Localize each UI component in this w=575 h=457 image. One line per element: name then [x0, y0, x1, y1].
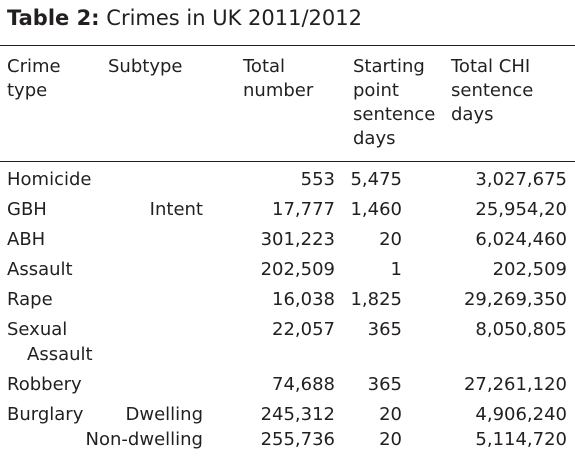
crime-type-cell: Homicide [7, 169, 92, 190]
total-number-cell: 202,509 [260, 259, 335, 280]
total-chi-cell: 29,269,350 [463, 289, 567, 310]
header-line: sentence [353, 104, 436, 125]
starting-point-cell: 20 [379, 404, 402, 425]
header-line: type [7, 80, 48, 101]
starting-point-cell: 1,825 [350, 289, 402, 310]
header-total-chi: Total CHI sentence days [451, 55, 533, 127]
total-chi-cell: 6,024,460 [475, 229, 567, 250]
starting-point-cell: 1 [390, 259, 402, 280]
subtype-cell: Non-dwelling [85, 429, 203, 450]
header-line: point [353, 80, 399, 101]
header-line: Starting [353, 56, 425, 77]
crime-type-cell: Sexual [7, 319, 68, 340]
total-chi-cell: 5,114,720 [475, 429, 567, 450]
crime-type-cell: Robbery [7, 374, 82, 395]
crime-type-cell: ABH [7, 229, 46, 250]
subtype-cell: Intent [149, 199, 203, 220]
total-chi-cell: 27,261,120 [463, 374, 567, 395]
crime-type-cell: Assault [27, 344, 93, 365]
header-subtype: Subtype [108, 55, 182, 79]
header-line: Total [243, 56, 286, 77]
starting-point-cell: 20 [379, 229, 402, 250]
total-number-cell: 16,038 [272, 289, 335, 310]
header-rule [0, 161, 575, 162]
crime-type-cell: Rape [7, 289, 53, 310]
starting-point-cell: 5,475 [350, 169, 402, 190]
total-number-cell: 255,736 [260, 429, 335, 450]
header-total-number: Total number [243, 55, 313, 103]
top-rule [0, 45, 575, 46]
header-line: Crime [7, 56, 61, 77]
crime-type-cell: GBH [7, 199, 47, 220]
crime-type-cell: Assault [7, 259, 73, 280]
total-number-cell: 553 [300, 169, 335, 190]
total-number-cell: 301,223 [260, 229, 335, 250]
total-chi-cell: 25,954,20 [475, 199, 567, 220]
table-caption: Table 2: Crimes in UK 2011/2012 [7, 4, 362, 32]
starting-point-cell: 20 [379, 429, 402, 450]
header-crime-type: Crime type [7, 55, 61, 103]
total-number-cell: 22,057 [272, 319, 335, 340]
caption-text: Crimes in UK 2011/2012 [106, 6, 363, 30]
starting-point-cell: 1,460 [350, 199, 402, 220]
total-chi-cell: 202,509 [492, 259, 567, 280]
header-line: Subtype [108, 56, 183, 77]
total-chi-cell: 4,906,240 [475, 404, 567, 425]
header-starting-point: Starting point sentence days [353, 55, 435, 151]
header-line: sentence [451, 80, 534, 101]
starting-point-cell: 365 [367, 374, 402, 395]
header-line: Total CHI [451, 56, 531, 77]
total-chi-cell: 8,050,805 [475, 319, 567, 340]
header-line: number [243, 80, 314, 101]
total-number-cell: 245,312 [260, 404, 335, 425]
header-line: days [451, 104, 494, 125]
subtype-cell: Dwelling [125, 404, 204, 425]
caption-label: Table 2: [7, 6, 100, 30]
total-number-cell: 17,777 [272, 199, 335, 220]
crime-type-cell: Burglary [7, 404, 84, 425]
total-chi-cell: 3,027,675 [475, 169, 567, 190]
total-number-cell: 74,688 [272, 374, 335, 395]
header-line: days [353, 128, 396, 149]
starting-point-cell: 365 [367, 319, 402, 340]
